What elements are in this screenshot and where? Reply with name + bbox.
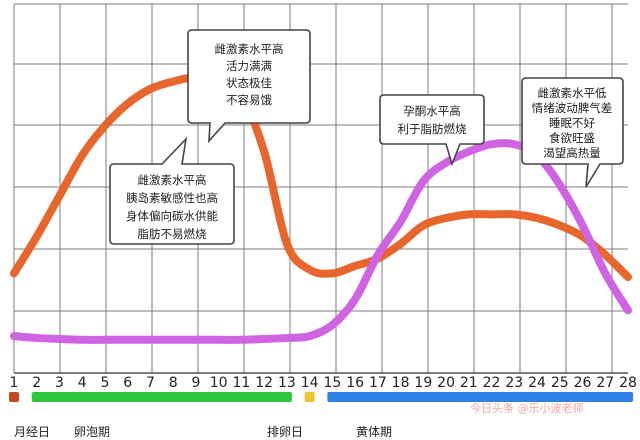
x-tick-label: 10: [210, 375, 228, 391]
x-tick-label: 28: [619, 375, 637, 391]
x-tick-label: 4: [78, 375, 87, 391]
callout-3: 孕酮水平高 利于脂肪燃烧: [379, 94, 485, 167]
x-tick-label: 22: [483, 375, 501, 391]
x-tick-label: 16: [346, 375, 364, 391]
x-tick-label: 14: [301, 375, 319, 391]
callout-2-line-3: 身体偏向碳水供能: [126, 209, 218, 223]
x-tick-label: 25: [551, 375, 569, 391]
x-tick-label: 5: [101, 375, 110, 391]
x-tick-label: 3: [55, 375, 64, 391]
callout-4-line-1: 雌激素水平低: [538, 86, 607, 100]
x-tick-label: 19: [414, 375, 432, 391]
x-tick-label: 13: [278, 375, 296, 391]
x-tick-label: 12: [255, 375, 273, 391]
series-line-1: [10, 73, 632, 282]
callout-3-line-1: 孕酮水平高: [403, 104, 461, 118]
x-tick-label: 17: [369, 375, 387, 391]
callout-4: 雌激素水平低 情绪波动脾气差 睡眠不好 食欲旺盛 渴望高热量: [521, 77, 624, 188]
phase-label-3: 排卵日: [267, 425, 303, 439]
callout-4-line-3: 睡眠不好: [549, 116, 595, 130]
x-tick-label: 27: [596, 375, 614, 391]
callout-2-box: [109, 136, 235, 245]
callout-4-line-5: 渴望高热量: [543, 146, 601, 160]
callout-3-line-2: 利于脂肪燃烧: [398, 122, 467, 136]
callout-1-line-1: 雌激素水平高: [215, 42, 284, 56]
x-tick-label: 24: [528, 375, 546, 391]
callout-2-line-4: 脂肪不易燃烧: [138, 227, 207, 241]
x-tick-label: 26: [574, 375, 592, 391]
phase-bar-1: [9, 392, 19, 402]
x-tick-label: 15: [323, 375, 341, 391]
watermark: 今日头条 @乐小波老师: [470, 401, 584, 415]
x-tick-label: 18: [392, 375, 410, 391]
callout-3-box: [379, 94, 485, 167]
callout-1-line-3: 状态极佳: [226, 76, 272, 90]
x-tick-label: 21: [460, 375, 478, 391]
callout-4-box: [521, 77, 624, 188]
phase-label-2: 卵泡期: [74, 425, 110, 439]
phase-bars: [9, 392, 633, 402]
callout-2-line-2: 胰岛素敏感性也高: [126, 191, 218, 205]
phase-bar-4: [327, 392, 633, 402]
x-tick-label: 6: [123, 375, 132, 391]
x-tick-label: 2: [32, 375, 41, 391]
callout-4-line-4: 食欲旺盛: [549, 131, 595, 145]
callout-2: 雌激素水平高 胰岛素敏感性也高 身体偏向碳水供能 脂肪不易燃烧: [109, 136, 235, 245]
x-tick-label: 7: [146, 375, 155, 391]
x-tick-label: 11: [232, 375, 250, 391]
x-tick-label: 9: [191, 375, 200, 391]
x-tick-label: 1: [10, 375, 19, 391]
callout-1-line-2: 活力满满: [226, 59, 272, 73]
callout-1-box: [187, 29, 311, 144]
x-tick-label: 23: [505, 375, 523, 391]
phase-bar-3: [304, 392, 315, 402]
callout-4-line-2: 情绪波动脾气差: [532, 101, 613, 115]
callout-2-line-1: 雌激素水平高: [138, 173, 207, 187]
x-tick-labels: 1 2 3 4 5 6 7 8 9 10 11 12 13 14 15 16 17 18 19 20 21 22 23 24 2…: [10, 375, 637, 391]
phase-bar-2: [31, 392, 292, 402]
phase-label-4: 黄体期: [356, 425, 392, 439]
phase-label-1: 月经日: [14, 425, 50, 439]
callout-1-line-4: 不容易饿: [226, 93, 272, 107]
phase-labels: 月经日 卵泡期 排卵日 黄体期: [14, 425, 392, 439]
callout-1: 雌激素水平高 活力满满 状态极佳 不容易饿: [187, 29, 311, 144]
x-tick-label: 20: [437, 375, 455, 391]
x-tick-label: 8: [169, 375, 178, 391]
chart-grid: [13, 3, 628, 374]
